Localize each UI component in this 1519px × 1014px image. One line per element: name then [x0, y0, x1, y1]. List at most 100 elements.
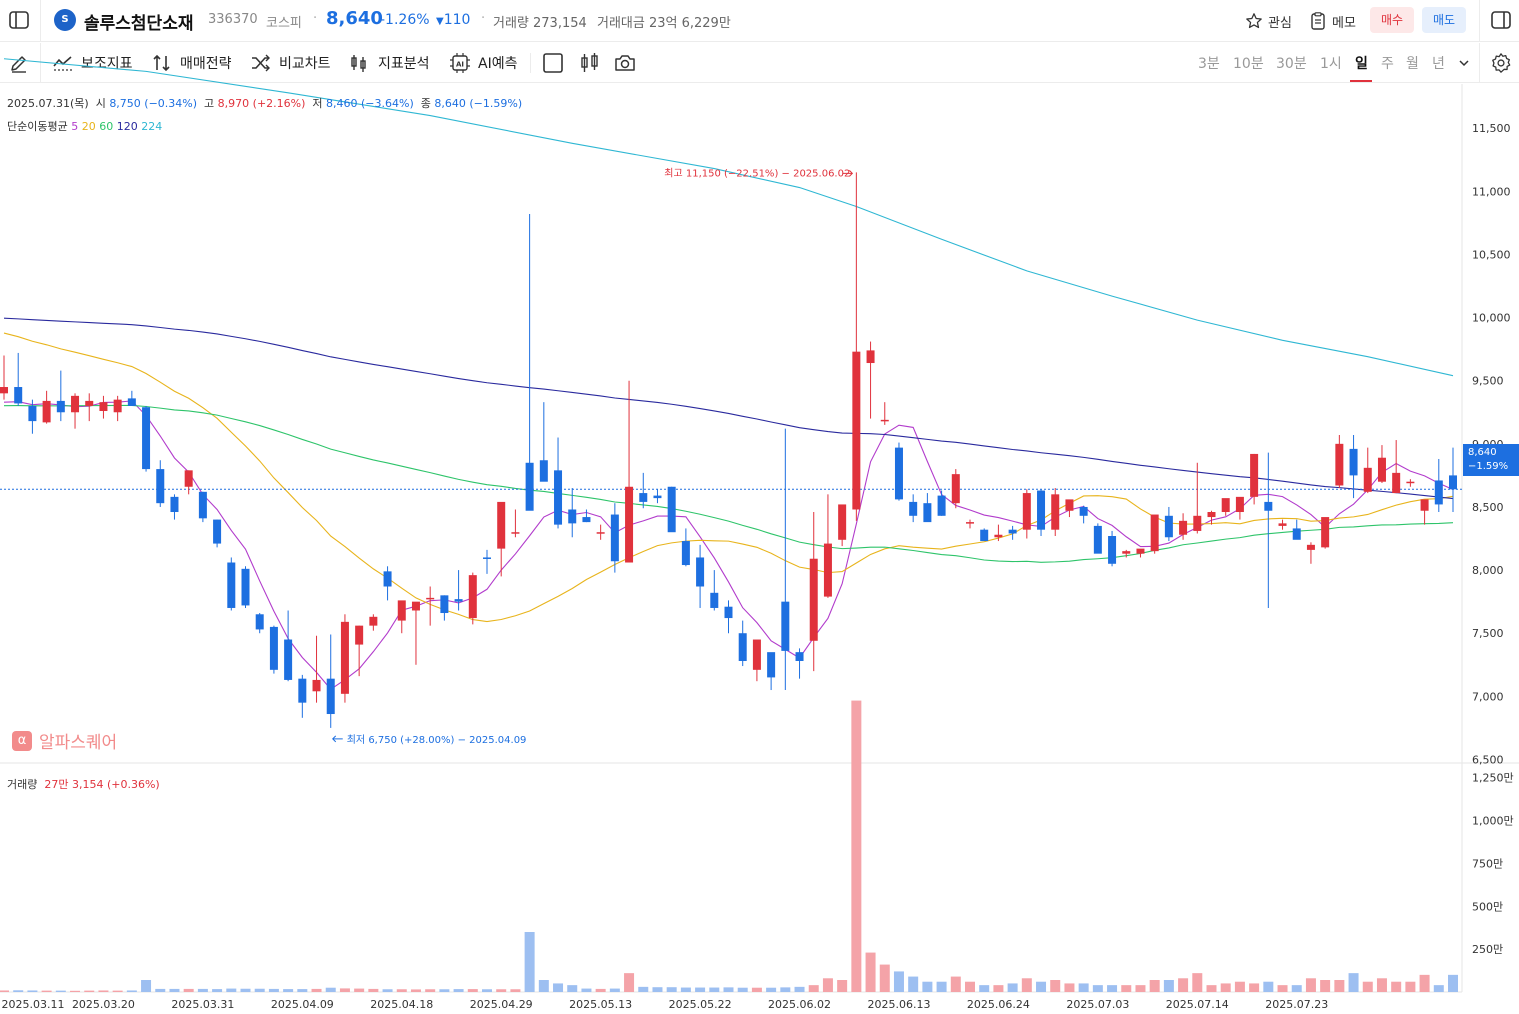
- stock-name[interactable]: 솔루스첨단소재: [84, 14, 194, 34]
- candle-body: [681, 541, 690, 566]
- candle-body: [1179, 520, 1188, 535]
- candle-body: [1434, 480, 1443, 505]
- svg-text:AI: AI: [456, 61, 464, 69]
- camera-icon[interactable]: [614, 53, 636, 73]
- volume-bar: [851, 700, 862, 992]
- candle-body: [525, 462, 534, 511]
- ma224-label: 224: [141, 120, 163, 133]
- analysis-button[interactable]: 지표분석: [350, 51, 430, 75]
- memo-button[interactable]: 메모: [1310, 9, 1356, 33]
- date-tick-label: 2025.03.20: [72, 998, 135, 1011]
- volume-bar: [439, 989, 450, 992]
- period-year[interactable]: 년: [1432, 56, 1445, 72]
- watch-button[interactable]: 관심: [1245, 9, 1292, 33]
- candle-body: [596, 532, 605, 534]
- candle-body: [994, 534, 1003, 538]
- period-month[interactable]: 월: [1406, 56, 1419, 72]
- ma-legend[interactable]: 단순이동평균 5 20 60 120 224: [7, 118, 162, 134]
- buy-button[interactable]: 매수: [1370, 7, 1414, 33]
- pencil-icon[interactable]: [9, 53, 29, 73]
- candle-body: [454, 599, 463, 602]
- strategy-button[interactable]: 매매전략: [152, 51, 232, 75]
- volume-bar: [666, 987, 677, 992]
- volume-bar: [979, 985, 990, 992]
- period-1hour[interactable]: 1시: [1320, 56, 1342, 72]
- volume-bar: [70, 990, 81, 992]
- volume-bar: [283, 989, 294, 992]
- open-label: 시: [95, 97, 106, 110]
- candle-body: [767, 652, 776, 678]
- candle-body: [1037, 490, 1046, 530]
- ai-predict-button[interactable]: AI AI예측: [450, 51, 517, 75]
- volume-bar: [1362, 981, 1373, 992]
- volume-bar: [453, 989, 464, 992]
- compare-button[interactable]: 비교차트: [251, 51, 331, 75]
- candle-body: [298, 678, 307, 703]
- ma5-label: 5: [71, 120, 79, 133]
- candle-body: [184, 470, 193, 487]
- candle-body: [1193, 515, 1202, 531]
- candle-body: [241, 568, 250, 606]
- volume-bar: [1050, 980, 1061, 992]
- candle-body: [284, 639, 293, 680]
- date-tick-label: 2025.05.22: [669, 998, 732, 1011]
- side-panel-icon[interactable]: [8, 9, 30, 31]
- candle-body: [1449, 475, 1457, 490]
- ohlc-info: 2025.07.31(목) 시 8,750 (−0.34%) 고 8,970 (…: [7, 95, 522, 111]
- volume-bar: [808, 985, 819, 992]
- trade-amount: 거래대금 23억 6,229만: [597, 16, 731, 31]
- low-value: 8,460 (−3.64%): [326, 97, 414, 110]
- candle-body: [1264, 501, 1273, 511]
- right-panel-icon[interactable]: [1490, 9, 1512, 31]
- close-value: 8,640 (−1.59%): [434, 97, 523, 110]
- volume-bar: [1220, 983, 1231, 992]
- volume-bar: [1448, 974, 1458, 992]
- volume-bar: [41, 990, 52, 992]
- volume-bar: [268, 988, 279, 992]
- change-percent: -1.26%: [380, 12, 430, 28]
- price-tick-label: 10,000: [1472, 312, 1511, 325]
- period-30min[interactable]: 30분: [1276, 56, 1307, 72]
- volume-bar: [879, 964, 890, 992]
- candle-body: [355, 625, 364, 645]
- candle-body: [1349, 448, 1358, 476]
- date-tick-label: 2025.06.02: [768, 998, 831, 1011]
- chevron-down-icon[interactable]: [1458, 58, 1470, 68]
- volume-bar: [893, 971, 904, 992]
- chart-toolbar: 보조지표 매매전략 비교차트 지표분석 AI AI예측 3분 10분 30분 1…: [0, 43, 1519, 83]
- candle-body: [440, 595, 449, 614]
- volume-bar: [510, 989, 521, 992]
- strategy-label: 매매전략: [180, 56, 232, 72]
- volume-bar: [482, 989, 492, 992]
- period-10min[interactable]: 10분: [1233, 56, 1264, 72]
- candle-body: [1363, 467, 1372, 492]
- candle-body: [1278, 523, 1287, 526]
- high-value: 8,970 (+2.16%): [217, 97, 306, 110]
- volume-bar: [1107, 985, 1118, 992]
- candle-body: [923, 503, 932, 523]
- ohlc-date: 2025.07.31(목): [7, 97, 89, 110]
- stock-header: S 솔루스첨단소재 336370 코스피 · 8,640 -1.26% ▼110…: [0, 0, 1519, 42]
- sell-button[interactable]: 매도: [1422, 7, 1466, 33]
- date-tick-label: 2025.03.11: [2, 998, 65, 1011]
- volume-bar: [936, 981, 947, 992]
- ma20-label: 20: [81, 120, 96, 133]
- period-day[interactable]: 일: [1355, 56, 1368, 72]
- period-week[interactable]: 주: [1381, 56, 1394, 72]
- volume-bar: [1263, 981, 1274, 992]
- square-icon[interactable]: [543, 53, 563, 73]
- candle-body: [696, 557, 705, 587]
- gear-icon[interactable]: [1490, 52, 1512, 74]
- volume-bar: [794, 986, 805, 992]
- period-3min[interactable]: 3분: [1198, 56, 1220, 72]
- volume-bar: [595, 988, 606, 992]
- candle-body: [426, 597, 435, 600]
- change-amount-value: 110: [443, 12, 471, 28]
- candle-body: [1250, 453, 1259, 497]
- volume-bar: [1021, 978, 1032, 992]
- volume-bar: [1007, 983, 1018, 992]
- volume-bar: [709, 987, 720, 992]
- volume-bar: [311, 988, 322, 992]
- candlestick-icon[interactable]: [580, 52, 600, 74]
